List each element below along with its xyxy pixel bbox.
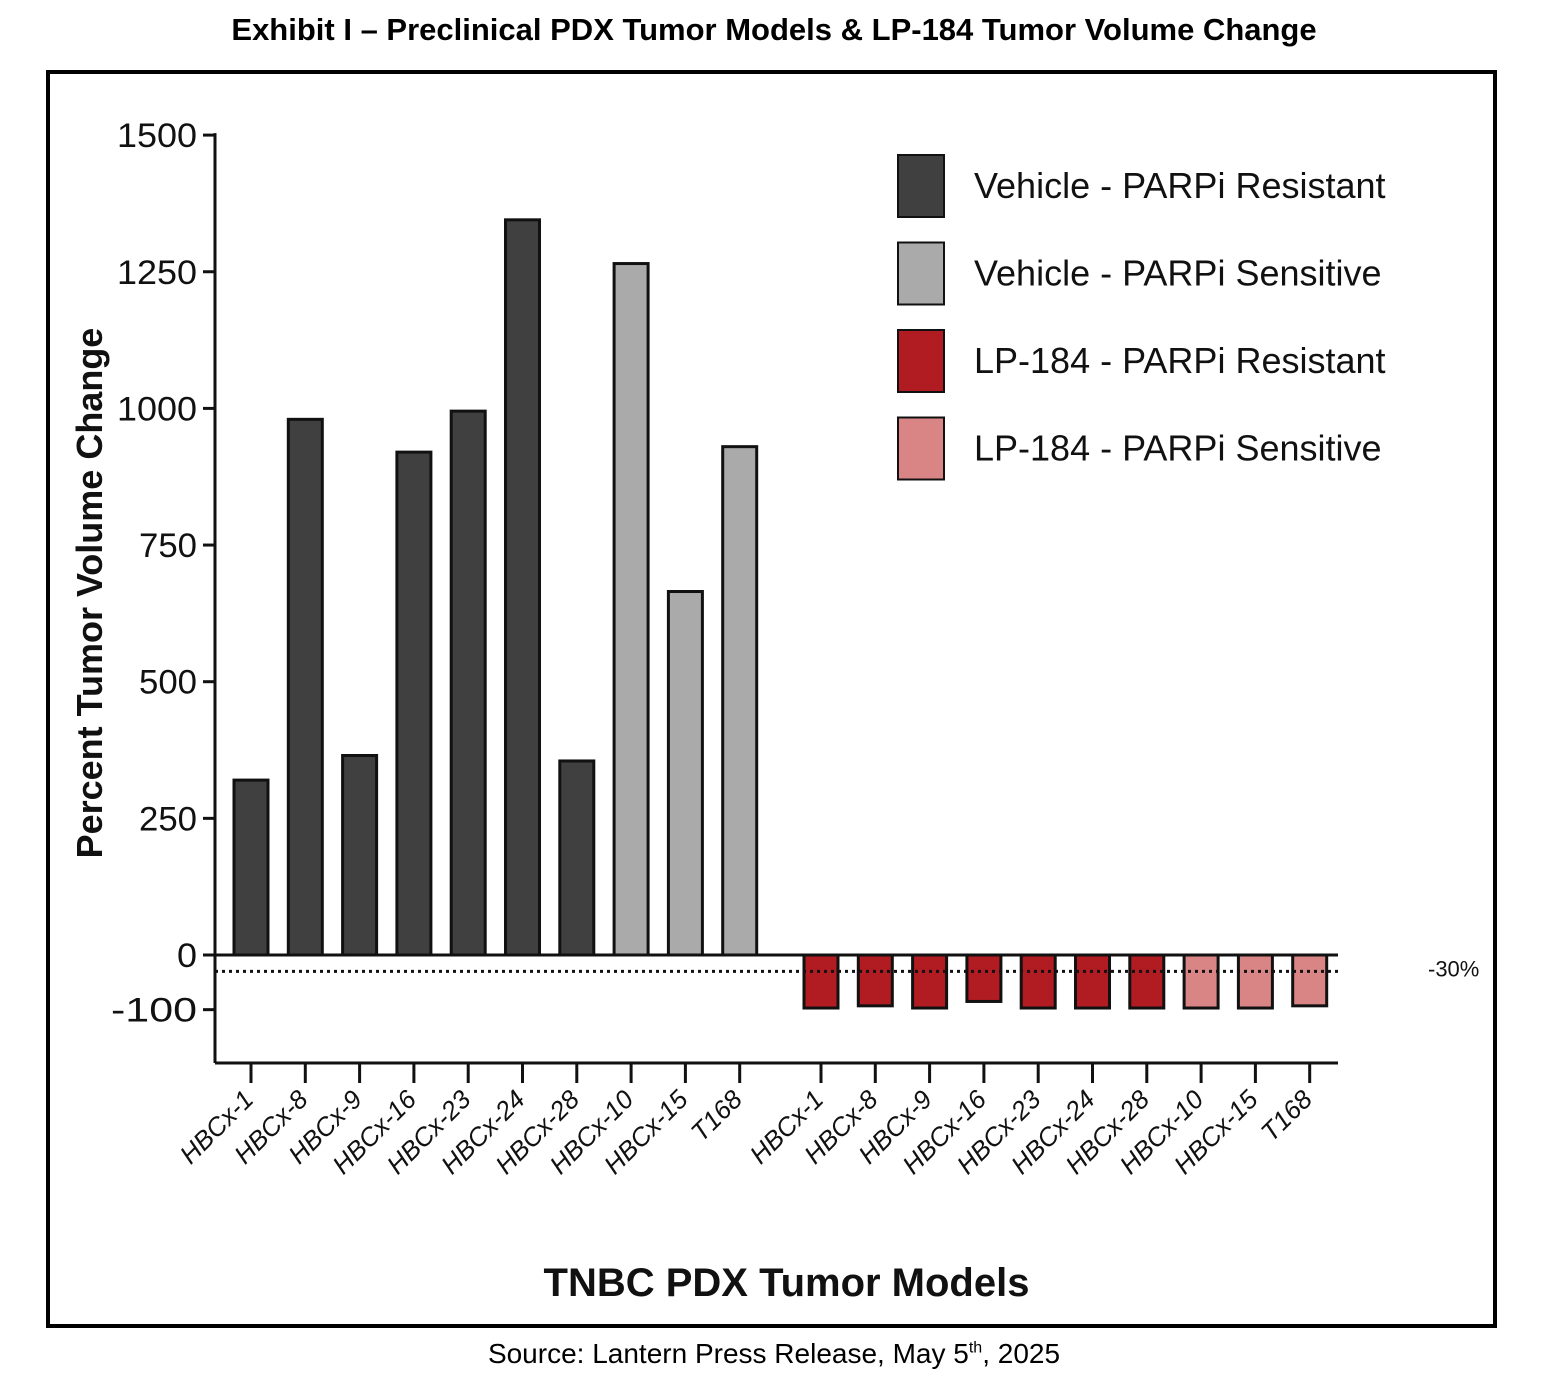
legend-label: LP-184 - PARPi Sensitive [974, 428, 1382, 469]
bar-t168-series-4 [1291, 953, 1329, 1008]
bar-hbcx-9-series-3 [911, 953, 949, 1010]
y-tick-label: 500 [139, 664, 197, 702]
source-text: Source: Lantern Press Release, May 5 [487, 1338, 969, 1369]
source-year: , 2025 [982, 1338, 1061, 1369]
bar-hbcx-16-series-1 [395, 450, 433, 957]
bar-hbcx-23-series-3 [1019, 953, 1057, 1010]
bars-layer [232, 218, 1329, 1010]
y-tick-label: 250 [139, 800, 197, 838]
bar-hbcx-16-series-3 [965, 953, 1003, 1003]
bar-hbcx-1-series-1 [232, 778, 270, 957]
source-note: Source: Lantern Press Release, May 5th, … [0, 1338, 1548, 1370]
legend-label: LP-184 - PARPi Resistant [974, 340, 1386, 381]
bar-hbcx-24-series-3 [1074, 953, 1111, 1010]
bar-hbcx-15-series-4 [1236, 953, 1274, 1010]
bar-hbcx-15-series-2 [666, 590, 704, 957]
legend-swatch [897, 154, 945, 218]
x-tick-label: T168 [1255, 1084, 1318, 1147]
y-tick-label: -100 [111, 992, 197, 1030]
axes-layer [203, 133, 1338, 1083]
bar-t168-series-2 [721, 445, 759, 957]
bar-hbcx-28-series-3 [1128, 953, 1166, 1010]
legend-swatch [897, 416, 945, 481]
legend-swatch [897, 329, 945, 393]
source-superscript: th [968, 1339, 983, 1357]
y-tick-label: 750 [139, 527, 197, 565]
bar-hbcx-9-series-1 [341, 753, 379, 957]
bar-hbcx-8-series-3 [856, 953, 894, 1008]
bar-hbcx-23-series-1 [449, 409, 487, 957]
bar-hbcx-10-series-2 [612, 262, 650, 957]
bar-hbcx-8-series-1 [286, 417, 324, 957]
y-tick-label: 1000 [117, 390, 197, 428]
labels-layer: -30%1500125010007505002500-100HBCx-1HBCx… [69, 117, 1479, 1305]
bar-hbcx-10-series-4 [1182, 953, 1220, 1010]
threshold-label: -30% [1428, 956, 1479, 981]
bar-hbcx-1-series-3 [802, 953, 840, 1010]
bar-hbcx-28-series-1 [558, 759, 596, 957]
legend-label: Vehicle - PARPi Sensitive [974, 253, 1382, 294]
bar-hbcx-24-series-1 [504, 218, 541, 957]
y-axis-title: Percent Tumor Volume Change [69, 328, 110, 859]
x-axis-title: TNBC PDX Tumor Models [544, 1261, 1030, 1305]
chart-frame: -30% 1500 1250 1000 750 500 250 0 -100 HBCx-1 HBCx… [46, 70, 1497, 1328]
y-tick-label: 0 [177, 937, 197, 975]
x-tick-label: T168 [685, 1084, 748, 1147]
y-tick-label: 1500 [117, 117, 197, 155]
bar-chart: -30%1500125010007505002500-100HBCx-1HBCx… [69, 117, 1479, 1305]
y-tick-label: 1250 [117, 254, 197, 292]
legend: Vehicle - PARPi Resistant Vehicle - PARPi… [897, 154, 1386, 481]
exhibit-title: Exhibit I – Preclinical PDX Tumor Models… [231, 12, 1317, 47]
legend-swatch [897, 241, 945, 306]
legend-label: Vehicle - PARPi Resistant [974, 165, 1386, 206]
